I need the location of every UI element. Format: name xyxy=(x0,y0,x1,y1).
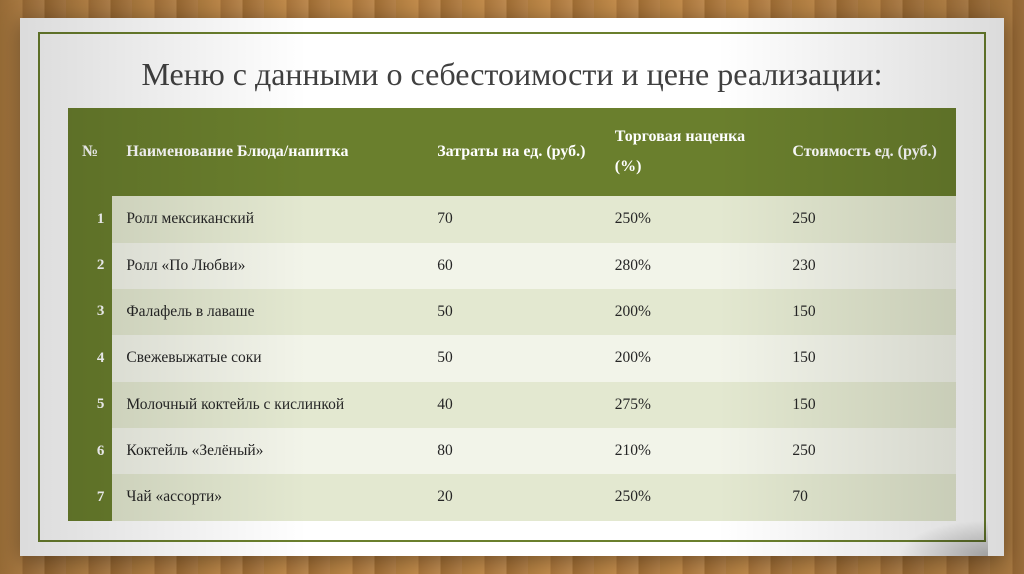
cell-name: Молочный коктейль с кислинкой xyxy=(112,382,423,428)
col-header-markup: Торговая наценка (%) xyxy=(601,108,779,197)
cell-num: 4 xyxy=(68,335,112,381)
col-header-num: № xyxy=(68,108,112,197)
cell-num: 1 xyxy=(68,196,112,242)
table-row: 4 Свежевыжатые соки 50 200% 150 xyxy=(68,335,956,381)
table-row: 1 Ролл мексиканский 70 250% 250 xyxy=(68,196,956,242)
table-header-row: № Наименование Блюда/напитка Затраты на … xyxy=(68,108,956,197)
cell-markup: 200% xyxy=(601,335,779,381)
cell-cost: 70 xyxy=(423,196,601,242)
cell-cost: 40 xyxy=(423,382,601,428)
slide-frame: Меню с данными о себестоимости и цене ре… xyxy=(38,32,986,542)
cell-price: 150 xyxy=(778,289,956,335)
cell-num: 6 xyxy=(68,428,112,474)
cell-price: 150 xyxy=(778,335,956,381)
table-row: 7 Чай «ассорти» 20 250% 70 xyxy=(68,474,956,520)
slide-card: Меню с данными о себестоимости и цене ре… xyxy=(20,18,1004,556)
cell-name: Ролл «По Любви» xyxy=(112,243,423,289)
cell-cost: 60 xyxy=(423,243,601,289)
cell-markup: 280% xyxy=(601,243,779,289)
table-row: 3 Фалафель в лаваше 50 200% 150 xyxy=(68,289,956,335)
background: Меню с данными о себестоимости и цене ре… xyxy=(0,0,1024,574)
cell-cost: 50 xyxy=(423,289,601,335)
cell-cost: 80 xyxy=(423,428,601,474)
menu-table: № Наименование Блюда/напитка Затраты на … xyxy=(68,108,956,521)
table-row: 6 Коктейль «Зелёный» 80 210% 250 xyxy=(68,428,956,474)
cell-price: 250 xyxy=(778,428,956,474)
cell-markup: 250% xyxy=(601,196,779,242)
cell-markup: 210% xyxy=(601,428,779,474)
cell-cost: 50 xyxy=(423,335,601,381)
cell-num: 2 xyxy=(68,243,112,289)
menu-table-wrap: № Наименование Блюда/напитка Затраты на … xyxy=(68,108,956,521)
cell-name: Чай «ассорти» xyxy=(112,474,423,520)
cell-name: Коктейль «Зелёный» xyxy=(112,428,423,474)
cell-price: 250 xyxy=(778,196,956,242)
cell-num: 7 xyxy=(68,474,112,520)
cell-name: Ролл мексиканский xyxy=(112,196,423,242)
cell-num: 5 xyxy=(68,382,112,428)
cell-markup: 200% xyxy=(601,289,779,335)
table-row: 5 Молочный коктейль с кислинкой 40 275% … xyxy=(68,382,956,428)
cell-price: 150 xyxy=(778,382,956,428)
cell-markup: 250% xyxy=(601,474,779,520)
table-row: 2 Ролл «По Любви» 60 280% 230 xyxy=(68,243,956,289)
cell-price: 230 xyxy=(778,243,956,289)
page-title: Меню с данными о себестоимости и цене ре… xyxy=(68,54,956,96)
cell-price: 70 xyxy=(778,474,956,520)
col-header-price: Стоимость ед. (руб.) xyxy=(778,108,956,197)
cell-num: 3 xyxy=(68,289,112,335)
cell-markup: 275% xyxy=(601,382,779,428)
col-header-cost: Затраты на ед. (руб.) xyxy=(423,108,601,197)
cell-name: Фалафель в лаваше xyxy=(112,289,423,335)
col-header-name: Наименование Блюда/напитка xyxy=(112,108,423,197)
cell-cost: 20 xyxy=(423,474,601,520)
cell-name: Свежевыжатые соки xyxy=(112,335,423,381)
